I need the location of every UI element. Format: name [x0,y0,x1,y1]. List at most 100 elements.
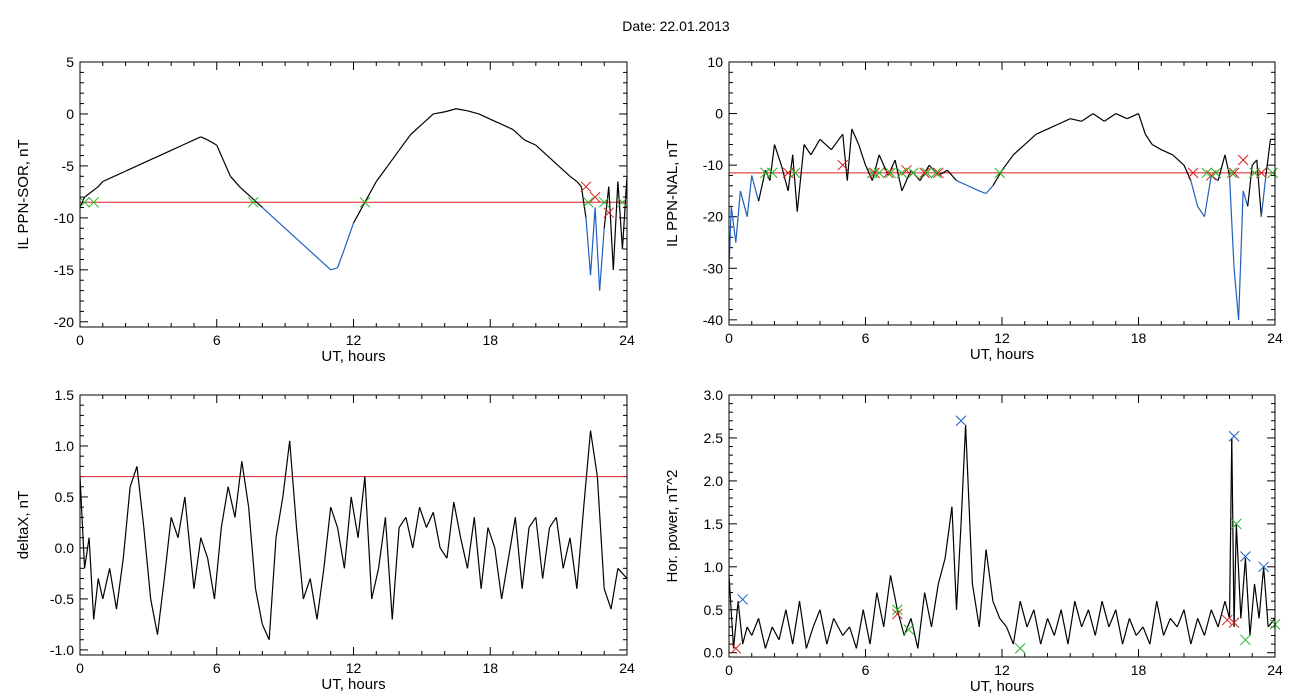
series-segment [1176,609,1185,628]
red-x-marker [730,643,742,654]
series-segment [1101,601,1110,628]
series-segment [1210,609,1219,628]
series-segment [289,440,298,528]
series-segment [421,113,434,125]
y-tick-label: 0.0 [55,540,75,556]
series-segment [136,160,149,167]
green-x-marker [891,604,903,616]
series-segment [610,568,619,610]
x-axis-label: UT, hours [321,348,385,365]
x-tick-label: 12 [994,662,1010,678]
x-tick-label: 18 [482,660,498,676]
series-segment [150,598,159,635]
series-segment [1267,617,1276,628]
blue-x-marker [1258,561,1269,573]
series-segment [617,567,628,579]
red-x-marker [580,181,592,193]
green-x-marker [1226,167,1238,179]
series-segment [757,618,766,649]
x-tick-label: 6 [862,330,870,346]
series-segment [778,609,787,640]
series-segment [213,527,222,599]
green-x-marker-stroke [873,167,885,179]
series-segment [109,568,118,610]
x-tick-label: 0 [76,332,84,348]
x-tick-label: 24 [619,332,635,348]
series-segment [1244,558,1251,636]
series-segment [985,549,994,602]
y-tick-label: -20 [54,314,74,330]
y-tick-label: 1.5 [55,387,75,403]
y-tick-label: 1.5 [704,516,724,532]
series-segment [453,501,462,538]
series-segment [1142,626,1151,645]
series-segment [896,609,905,636]
series-segment [603,588,612,610]
y-tick-label: 0 [715,106,723,122]
series-segment [732,601,739,649]
red-x-marker-stroke [919,167,931,179]
red-x-marker-stroke [869,167,880,179]
green-x-marker [896,167,908,179]
series-segment [282,440,291,498]
green-x-marker-stroke [896,167,908,179]
series-segment [992,169,1003,187]
series-segment [371,568,380,600]
green-x-marker [1014,643,1026,654]
series-segment [480,527,489,589]
series-segment [387,149,400,167]
series-segment [569,175,578,182]
series-segment [254,588,263,625]
green-x-marker-stroke [247,196,259,208]
series-segment [273,217,286,229]
series-segment [1074,601,1083,628]
x-tick-label: 12 [346,332,362,348]
green-x-marker [359,196,371,208]
series-segment [621,176,628,250]
green-x-marker [1249,167,1260,179]
series-segment [1012,601,1021,645]
series-segment [220,486,229,528]
series-segment [425,512,434,528]
series-segment [357,476,366,538]
series-segment [125,165,138,172]
series-segment [728,575,735,649]
y-tick-label: 2.0 [704,473,724,489]
y-tick-label: -15 [54,262,74,278]
y-tick-label: 0 [66,106,74,122]
series-segment [608,186,614,270]
red-x-marker-stroke [589,191,601,203]
series-segment [122,486,131,559]
series-segment [742,626,748,645]
series-segment [159,149,172,157]
red-x-marker [932,167,944,179]
green-x-marker [617,196,628,208]
series-segment [1053,609,1062,636]
series-segment [869,592,878,645]
series-segment [261,207,275,219]
green-x-marker-stroke [1230,518,1242,530]
series-segment [739,190,748,217]
series-segment [960,425,967,524]
series-segment [569,537,578,589]
series-segment [1197,206,1205,218]
series-segment [535,144,548,156]
series-segment [1019,601,1028,628]
series-segment [730,206,737,243]
series-segment [227,486,236,518]
series-segment [1026,609,1035,628]
red-x-marker-stroke [730,643,742,654]
red-x-marker-stroke [1221,614,1233,626]
series-segment [585,217,592,276]
red-x-marker-stroke [1237,154,1249,166]
red-x-marker-stroke [1228,167,1240,179]
series-segment [1265,139,1272,176]
plot-frame [79,61,628,328]
x-tick-label: 0 [76,660,84,676]
y-tick-label: -40 [703,312,723,328]
series-segment [364,181,377,203]
series-segment [391,527,400,620]
series-segment [1217,601,1226,628]
green-x-marker-stroke [617,196,628,208]
